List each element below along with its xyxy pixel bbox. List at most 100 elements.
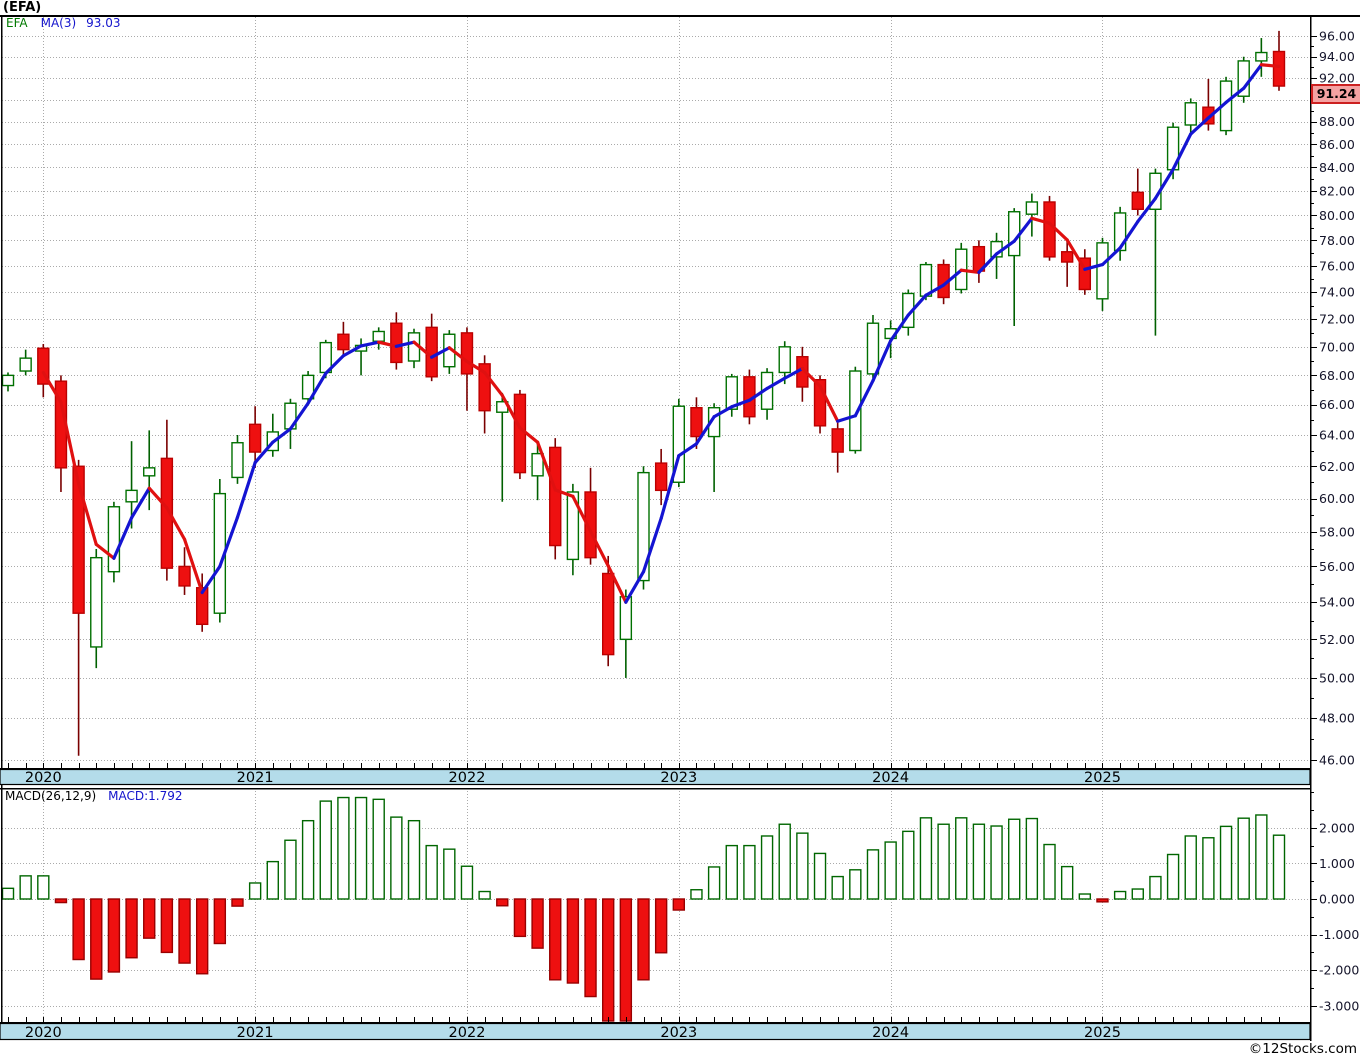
year-label: 2024 <box>872 1025 909 1041</box>
candle-body <box>1 374 15 387</box>
candle-body <box>584 491 597 559</box>
macd-bar <box>654 898 668 954</box>
ma-line-segment <box>606 564 628 604</box>
candle-body <box>143 467 156 477</box>
macd-bar <box>1025 817 1039 900</box>
ma-line-segment <box>1118 219 1140 250</box>
macd-bar <box>1202 837 1215 900</box>
macd-bar <box>143 898 156 939</box>
ma-line-segment <box>800 367 822 388</box>
price-tick-label: 56.00 <box>1319 559 1355 574</box>
candle-body <box>72 465 85 614</box>
candle-body <box>1096 242 1109 300</box>
candle-body <box>301 374 315 400</box>
price-tick-label: 84.00 <box>1319 160 1355 175</box>
macd-bar <box>778 823 791 900</box>
candle-body <box>19 357 32 372</box>
macd-bar <box>743 844 756 900</box>
candle-body <box>90 556 103 648</box>
candle-body <box>337 333 350 351</box>
ma-line-segment <box>694 415 716 446</box>
ma-line-segment <box>483 370 504 397</box>
ma-line-segment <box>747 386 769 402</box>
ma-line-segment <box>412 340 434 359</box>
candle-body <box>690 407 703 438</box>
macd-bar <box>107 898 121 973</box>
ma-line-segment <box>535 440 557 492</box>
macd-bar <box>972 823 986 900</box>
macd-bar <box>1113 890 1127 900</box>
macd-bar <box>1008 818 1021 900</box>
macd-bar <box>584 898 597 998</box>
ma-line-segment <box>1100 246 1122 267</box>
macd-bar <box>672 898 686 911</box>
price-tick-label: 66.00 <box>1319 397 1355 412</box>
candle-body <box>601 572 615 656</box>
macd-bar <box>531 898 544 949</box>
ma-line-segment <box>624 570 646 604</box>
candle-body <box>866 322 880 375</box>
macd-bar <box>160 898 174 954</box>
ma-line-segment <box>1030 216 1052 225</box>
macd-bar <box>1219 825 1233 900</box>
candle-body <box>248 423 262 453</box>
ma-line-segment <box>659 454 681 521</box>
macd-bar <box>866 849 880 900</box>
ma-line-segment <box>1012 216 1034 243</box>
year-label: 2022 <box>449 770 486 786</box>
ma-line-segment <box>518 426 540 444</box>
price-tick-label: 86.00 <box>1319 137 1355 152</box>
candle-body <box>125 489 138 503</box>
macd-bar <box>831 875 844 900</box>
macd-bar <box>513 898 527 938</box>
year-label: 2020 <box>25 1025 62 1041</box>
ma-line-segment <box>765 376 787 391</box>
ma-line-segment <box>677 442 699 458</box>
page-title: (EFA) <box>3 0 42 15</box>
candle-body <box>107 506 121 573</box>
watermark: ©12Stocks.com <box>1248 1041 1357 1056</box>
ma-line-segment <box>500 393 522 430</box>
candle-body <box>813 379 827 427</box>
ma-line-segment <box>871 339 893 383</box>
last-price-badge: 91.24 <box>1311 84 1360 104</box>
macd-bar <box>354 796 368 900</box>
year-label: 2023 <box>660 1025 697 1041</box>
macd-bar <box>213 898 227 945</box>
macd-bar <box>1060 865 1074 900</box>
macd-bar <box>1237 817 1250 900</box>
ma-line-segment <box>889 313 910 343</box>
ma-line-segment <box>783 367 804 380</box>
candle-body <box>707 407 721 438</box>
macd-bar <box>195 898 209 975</box>
price-tick-label: 54.00 <box>1319 595 1355 610</box>
candle-body <box>1043 201 1056 258</box>
macd-bar <box>760 835 774 900</box>
macd-bar <box>1043 843 1056 900</box>
macd-bar <box>690 889 703 900</box>
year-label: 2024 <box>872 770 909 786</box>
ma-line-segment <box>288 401 310 431</box>
macd-tick-label: -2.000 <box>1319 963 1359 978</box>
price-tick-label: 58.00 <box>1319 524 1355 539</box>
macd-bar <box>1255 814 1268 900</box>
candle-body <box>160 457 174 569</box>
candle-body <box>460 332 474 375</box>
candle-body <box>725 376 738 410</box>
ma-line-segment <box>129 486 151 520</box>
year-label: 2020 <box>25 770 62 786</box>
price-tick-label: 50.00 <box>1319 670 1355 685</box>
ma-line-segment <box>1047 221 1069 242</box>
macd-bar <box>37 875 50 900</box>
ma-line-segment <box>77 482 98 547</box>
candle-body <box>778 346 791 374</box>
macd-bar <box>248 882 262 900</box>
candle-body <box>549 446 562 547</box>
candle-body <box>1113 212 1127 252</box>
candle-body <box>849 370 862 452</box>
macd-bar <box>601 898 615 1022</box>
ma-line-segment <box>571 494 593 533</box>
macd-bar <box>478 890 491 900</box>
ma-line-segment <box>182 537 204 595</box>
